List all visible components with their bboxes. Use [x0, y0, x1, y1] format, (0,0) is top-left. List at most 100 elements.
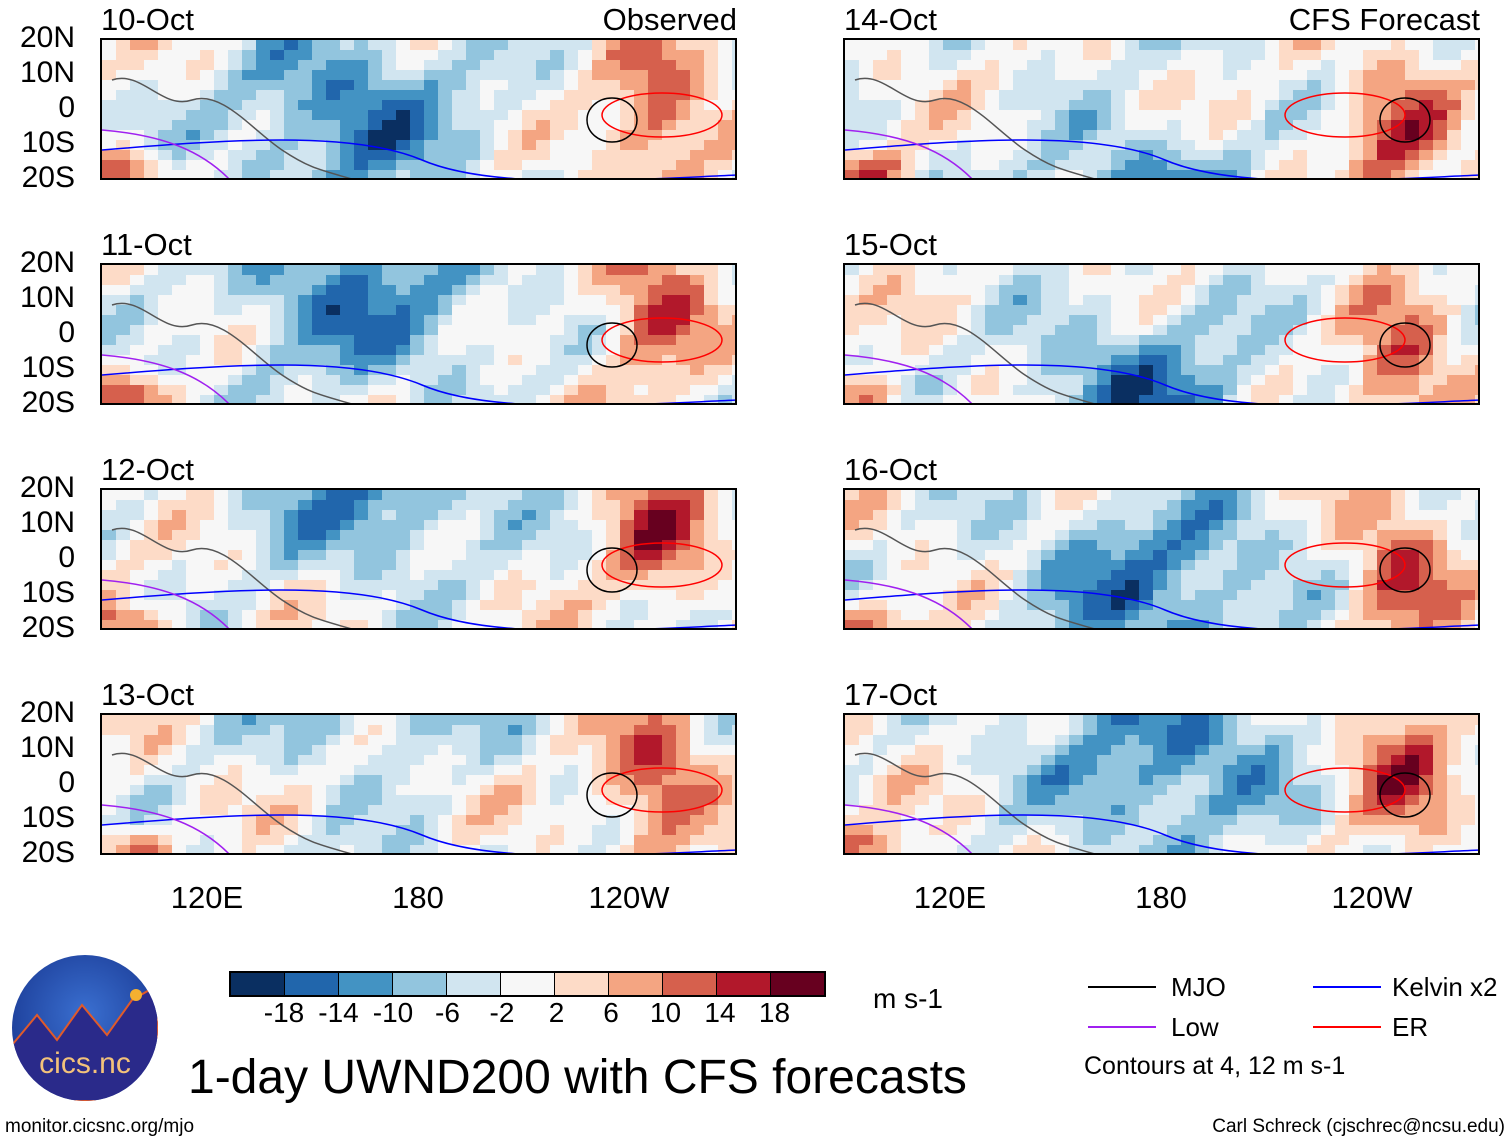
field-cell: [1013, 570, 1027, 580]
field-cell: [1377, 40, 1391, 50]
field-cell: [1377, 395, 1391, 403]
field-cell: [270, 335, 284, 345]
field-cell: [200, 755, 214, 765]
field-cell: [340, 610, 354, 620]
field-cell: [1237, 160, 1251, 170]
field-cell: [1013, 80, 1027, 90]
field-cell: [704, 765, 718, 775]
field-cell: [102, 835, 116, 845]
field-cell: [368, 285, 382, 295]
field-cell: [116, 825, 130, 835]
field-cell: [382, 530, 396, 540]
field-cell: [1447, 110, 1461, 120]
field-cell: [1293, 100, 1307, 110]
field-cell: [943, 540, 957, 550]
field-cell: [200, 815, 214, 825]
field-cell: [887, 490, 901, 500]
field-cell: [1041, 295, 1055, 305]
field-cell: [284, 795, 298, 805]
field-cell: [368, 355, 382, 365]
field-cell: [522, 560, 536, 570]
field-cell: [368, 610, 382, 620]
field-cell: [550, 560, 564, 570]
field-cell: [1279, 715, 1293, 725]
field-cell: [985, 715, 999, 725]
field-cell: [1433, 500, 1447, 510]
field-cell: [606, 530, 620, 540]
field-cell: [242, 265, 256, 275]
field-cell: [424, 610, 438, 620]
field-cell: [130, 295, 144, 305]
field-cell: [508, 530, 522, 540]
field-cell: [1055, 355, 1069, 365]
field-cell: [915, 110, 929, 120]
field-cell: [564, 355, 578, 365]
field-cell: [200, 60, 214, 70]
field-cell: [732, 580, 735, 590]
field-cell: [1223, 345, 1237, 355]
field-cell: [1111, 610, 1125, 620]
field-cell: [144, 845, 158, 853]
field-cell: [1475, 610, 1478, 620]
field-cell: [971, 325, 985, 335]
field-cell: [901, 295, 915, 305]
field-cell: [929, 520, 943, 530]
field-cell: [242, 510, 256, 520]
field-cell: [298, 490, 312, 500]
field-cell: [957, 130, 971, 140]
field-cell: [438, 160, 452, 170]
field-cell: [438, 375, 452, 385]
field-cell: [536, 365, 550, 375]
field-cell: [1237, 315, 1251, 325]
field-cell: [116, 755, 130, 765]
field-cell: [676, 365, 690, 375]
field-cell: [999, 365, 1013, 375]
field-cell: [382, 60, 396, 70]
field-cell: [578, 765, 592, 775]
field-cell: [1377, 120, 1391, 130]
field-cell: [326, 160, 340, 170]
field-cell: [186, 815, 200, 825]
field-cell: [522, 590, 536, 600]
field-cell: [102, 805, 116, 815]
panel-label: Observed: [602, 2, 737, 37]
field-cell: [718, 365, 732, 375]
field-cell: [424, 305, 438, 315]
field-cell: [1433, 560, 1447, 570]
field-cell: [1475, 275, 1478, 285]
field-cell: [718, 540, 732, 550]
field-cell: [648, 385, 662, 395]
field-cell: [1139, 385, 1153, 395]
field-cell: [1461, 570, 1475, 580]
field-cell: [494, 120, 508, 130]
field-cell: [396, 345, 410, 355]
field-cell: [648, 530, 662, 540]
field-cell: [1181, 100, 1195, 110]
field-cell: [1293, 130, 1307, 140]
field-cell: [957, 80, 971, 90]
field-cell: [172, 610, 186, 620]
field-cell: [494, 755, 508, 765]
field-cell: [522, 295, 536, 305]
field-cell: [1209, 540, 1223, 550]
field-cell: [228, 70, 242, 80]
field-cell: [256, 510, 270, 520]
field-cell: [564, 50, 578, 60]
field-cell: [1083, 130, 1097, 140]
field-cell: [592, 140, 606, 150]
field-cell: [1181, 540, 1195, 550]
field-cell: [536, 50, 550, 60]
field-cell: [887, 315, 901, 325]
field-cell: [1461, 140, 1475, 150]
field-cell: [1405, 345, 1419, 355]
field-cell: [1321, 160, 1335, 170]
field-cell: [859, 120, 873, 130]
field-cell: [326, 755, 340, 765]
field-cell: [466, 785, 480, 795]
field-cell: [592, 150, 606, 160]
field-cell: [915, 570, 929, 580]
field-cell: [396, 600, 410, 610]
field-cell: [242, 375, 256, 385]
field-cell: [354, 315, 368, 325]
field-cell: [172, 365, 186, 375]
